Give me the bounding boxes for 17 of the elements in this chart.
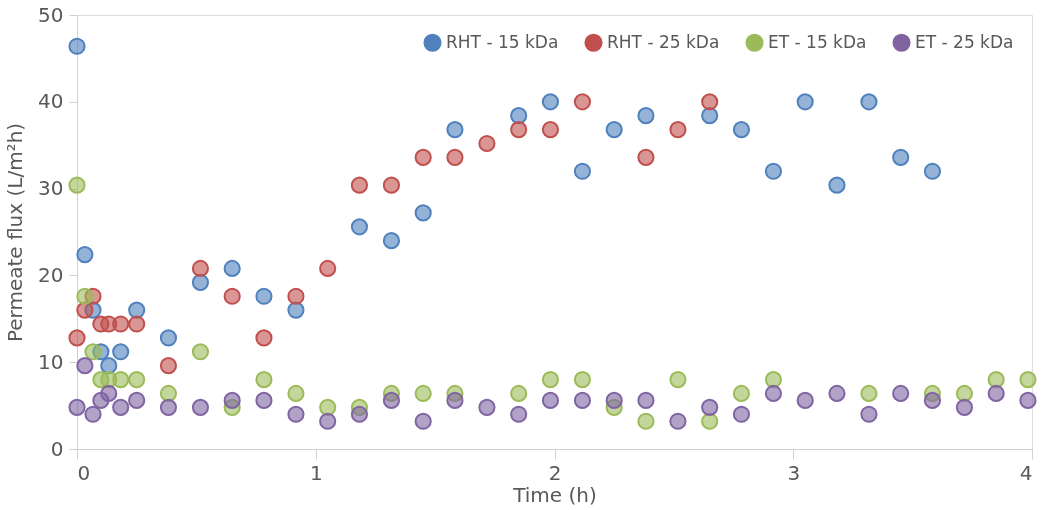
x-tick-label: 0 xyxy=(77,460,91,485)
y-axis-title: Permeate flux (L/m²h) xyxy=(3,122,28,343)
y-tick-label: 40 xyxy=(38,89,64,114)
x-tick-label: 1 xyxy=(309,460,323,485)
y-tick-label: 20 xyxy=(38,262,64,287)
x-tick-label: 4 xyxy=(1019,460,1033,485)
y-tick-label: 50 xyxy=(38,2,64,27)
y-tick-label: 0 xyxy=(50,436,64,461)
legend-label: ET - 15 kDa xyxy=(768,31,867,52)
legend-label: RHT - 25 kDa xyxy=(607,31,720,52)
legend-label: RHT - 15 kDa xyxy=(446,31,559,52)
y-tick-label: 30 xyxy=(38,176,64,201)
y-tick-label: 10 xyxy=(38,349,64,374)
x-tick-label: 3 xyxy=(787,460,801,485)
x-tick-label: 2 xyxy=(548,460,562,485)
legend-label: ET - 25 kDa xyxy=(915,31,1014,52)
x-axis-title: Time (h) xyxy=(512,482,597,507)
